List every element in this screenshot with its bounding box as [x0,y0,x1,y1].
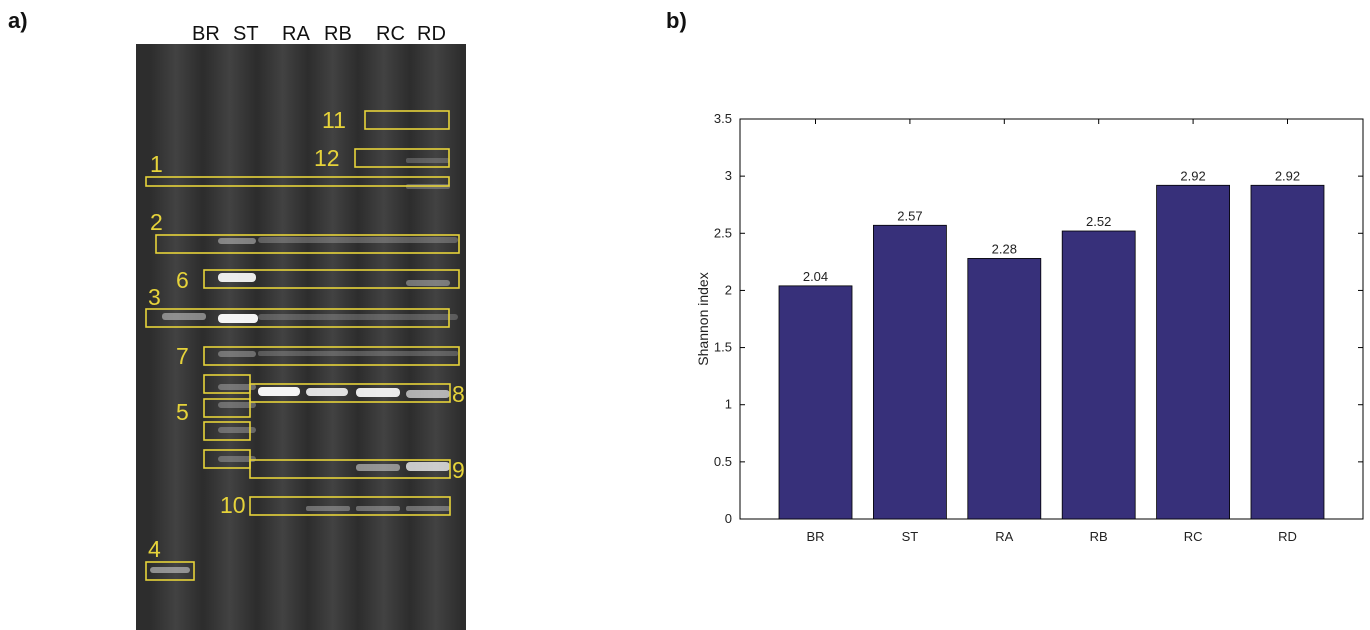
shannon-bar-chart: 00.511.522.533.5 BR ST RA RB RC RD 2.042.572.… [695,111,1364,544]
y-tick-label: 3.5 [714,111,732,126]
bar-value-label-rc: 2.92 [1180,168,1205,183]
bar-st [873,224,947,520]
lane-label-rd: RD [417,23,446,45]
y-tick-label: 0.5 [714,454,732,469]
gel-boxes [145,110,460,581]
x-tick-label-rb: RB [1090,529,1108,544]
box-5b [203,398,251,418]
gel-lane-ra [258,44,308,630]
box-number-3: 3 [148,284,161,310]
box-8 [249,383,451,403]
y-tick-label: 2 [725,282,732,297]
x-tick-label-rd: RD [1278,529,1297,544]
bar-br [778,285,853,520]
box-6 [203,269,460,289]
gel-lane-st [204,44,256,630]
x-tick-label-ra: RA [995,529,1013,544]
gel-lane-rc [358,44,410,630]
lane-label-ra: RA [282,23,310,45]
y-axis-title: Shannon index [695,272,711,365]
lane-label-st: ST [233,23,259,45]
box-number-1: 1 [150,151,163,177]
box-number-8: 8 [452,381,465,407]
bar-rb [1061,230,1136,520]
box-1 [145,176,450,187]
x-tick-label-br: BR [806,529,824,544]
y-tick-label: 1 [725,397,732,412]
bar-rc [1156,184,1230,520]
box-9 [249,459,451,479]
box-10 [249,496,451,516]
gel-lane-rb [308,44,358,630]
box-7 [203,346,460,366]
box-number-7: 7 [176,343,189,369]
box-5c [203,421,251,441]
box-11 [364,110,450,130]
box-number-9: 9 [452,457,465,483]
y-tick-label: 3 [725,168,732,183]
bar-value-label-rb: 2.52 [1086,214,1111,229]
panel-a-label: a) [8,8,28,33]
gel-image: 1 2 3 4 5 6 7 8 9 10 11 12 [136,44,466,630]
box-number-4: 4 [148,536,161,562]
lane-label-rb: RB [324,23,352,45]
bar-value-label-rd: 2.92 [1275,168,1300,183]
box-number-2: 2 [150,209,163,235]
x-tick-label-rc: RC [1184,529,1203,544]
box-5d [203,449,251,469]
lane-label-br: BR [192,23,220,45]
y-tick-label: 0 [725,511,732,526]
y-axis: 0 0.5 1 1.5 2 2.5 3 3.5 [714,111,1363,526]
bar-value-label-st: 2.57 [897,208,922,223]
box-number-10: 10 [220,492,246,518]
gel-lane-rd [410,44,462,630]
x-axis: BR ST RA RB RC RD [806,119,1297,544]
box-12 [354,148,450,168]
box-number-6: 6 [176,267,189,293]
box-3 [145,308,450,328]
bar-value-label-br: 2.04 [803,269,828,284]
box-number-11: 11 [322,107,346,133]
box-number-5: 5 [176,399,189,425]
box-4 [145,561,195,581]
panel-b-label: b) [666,8,687,33]
bars [778,184,1325,520]
gel-bands [150,158,458,573]
box-number-12: 12 [314,145,340,171]
lane-label-rc: RC [376,23,405,45]
lane-header: BR ST RA RB RC RD [192,23,446,45]
gel-lane-br [150,44,202,630]
bar-value-label-ra: 2.28 [992,241,1017,256]
y-tick-label: 1.5 [714,340,732,355]
bar-rd [1250,184,1325,520]
bar-value-labels: 2.04 2.57 2.28 2.52 2.92 2.92 [803,168,1300,284]
x-tick-label-st: ST [902,529,919,544]
y-tick-label: 2.5 [714,225,732,240]
bar-ra [967,258,1042,520]
box-2 [155,234,460,254]
plot-frame [739,118,1364,520]
